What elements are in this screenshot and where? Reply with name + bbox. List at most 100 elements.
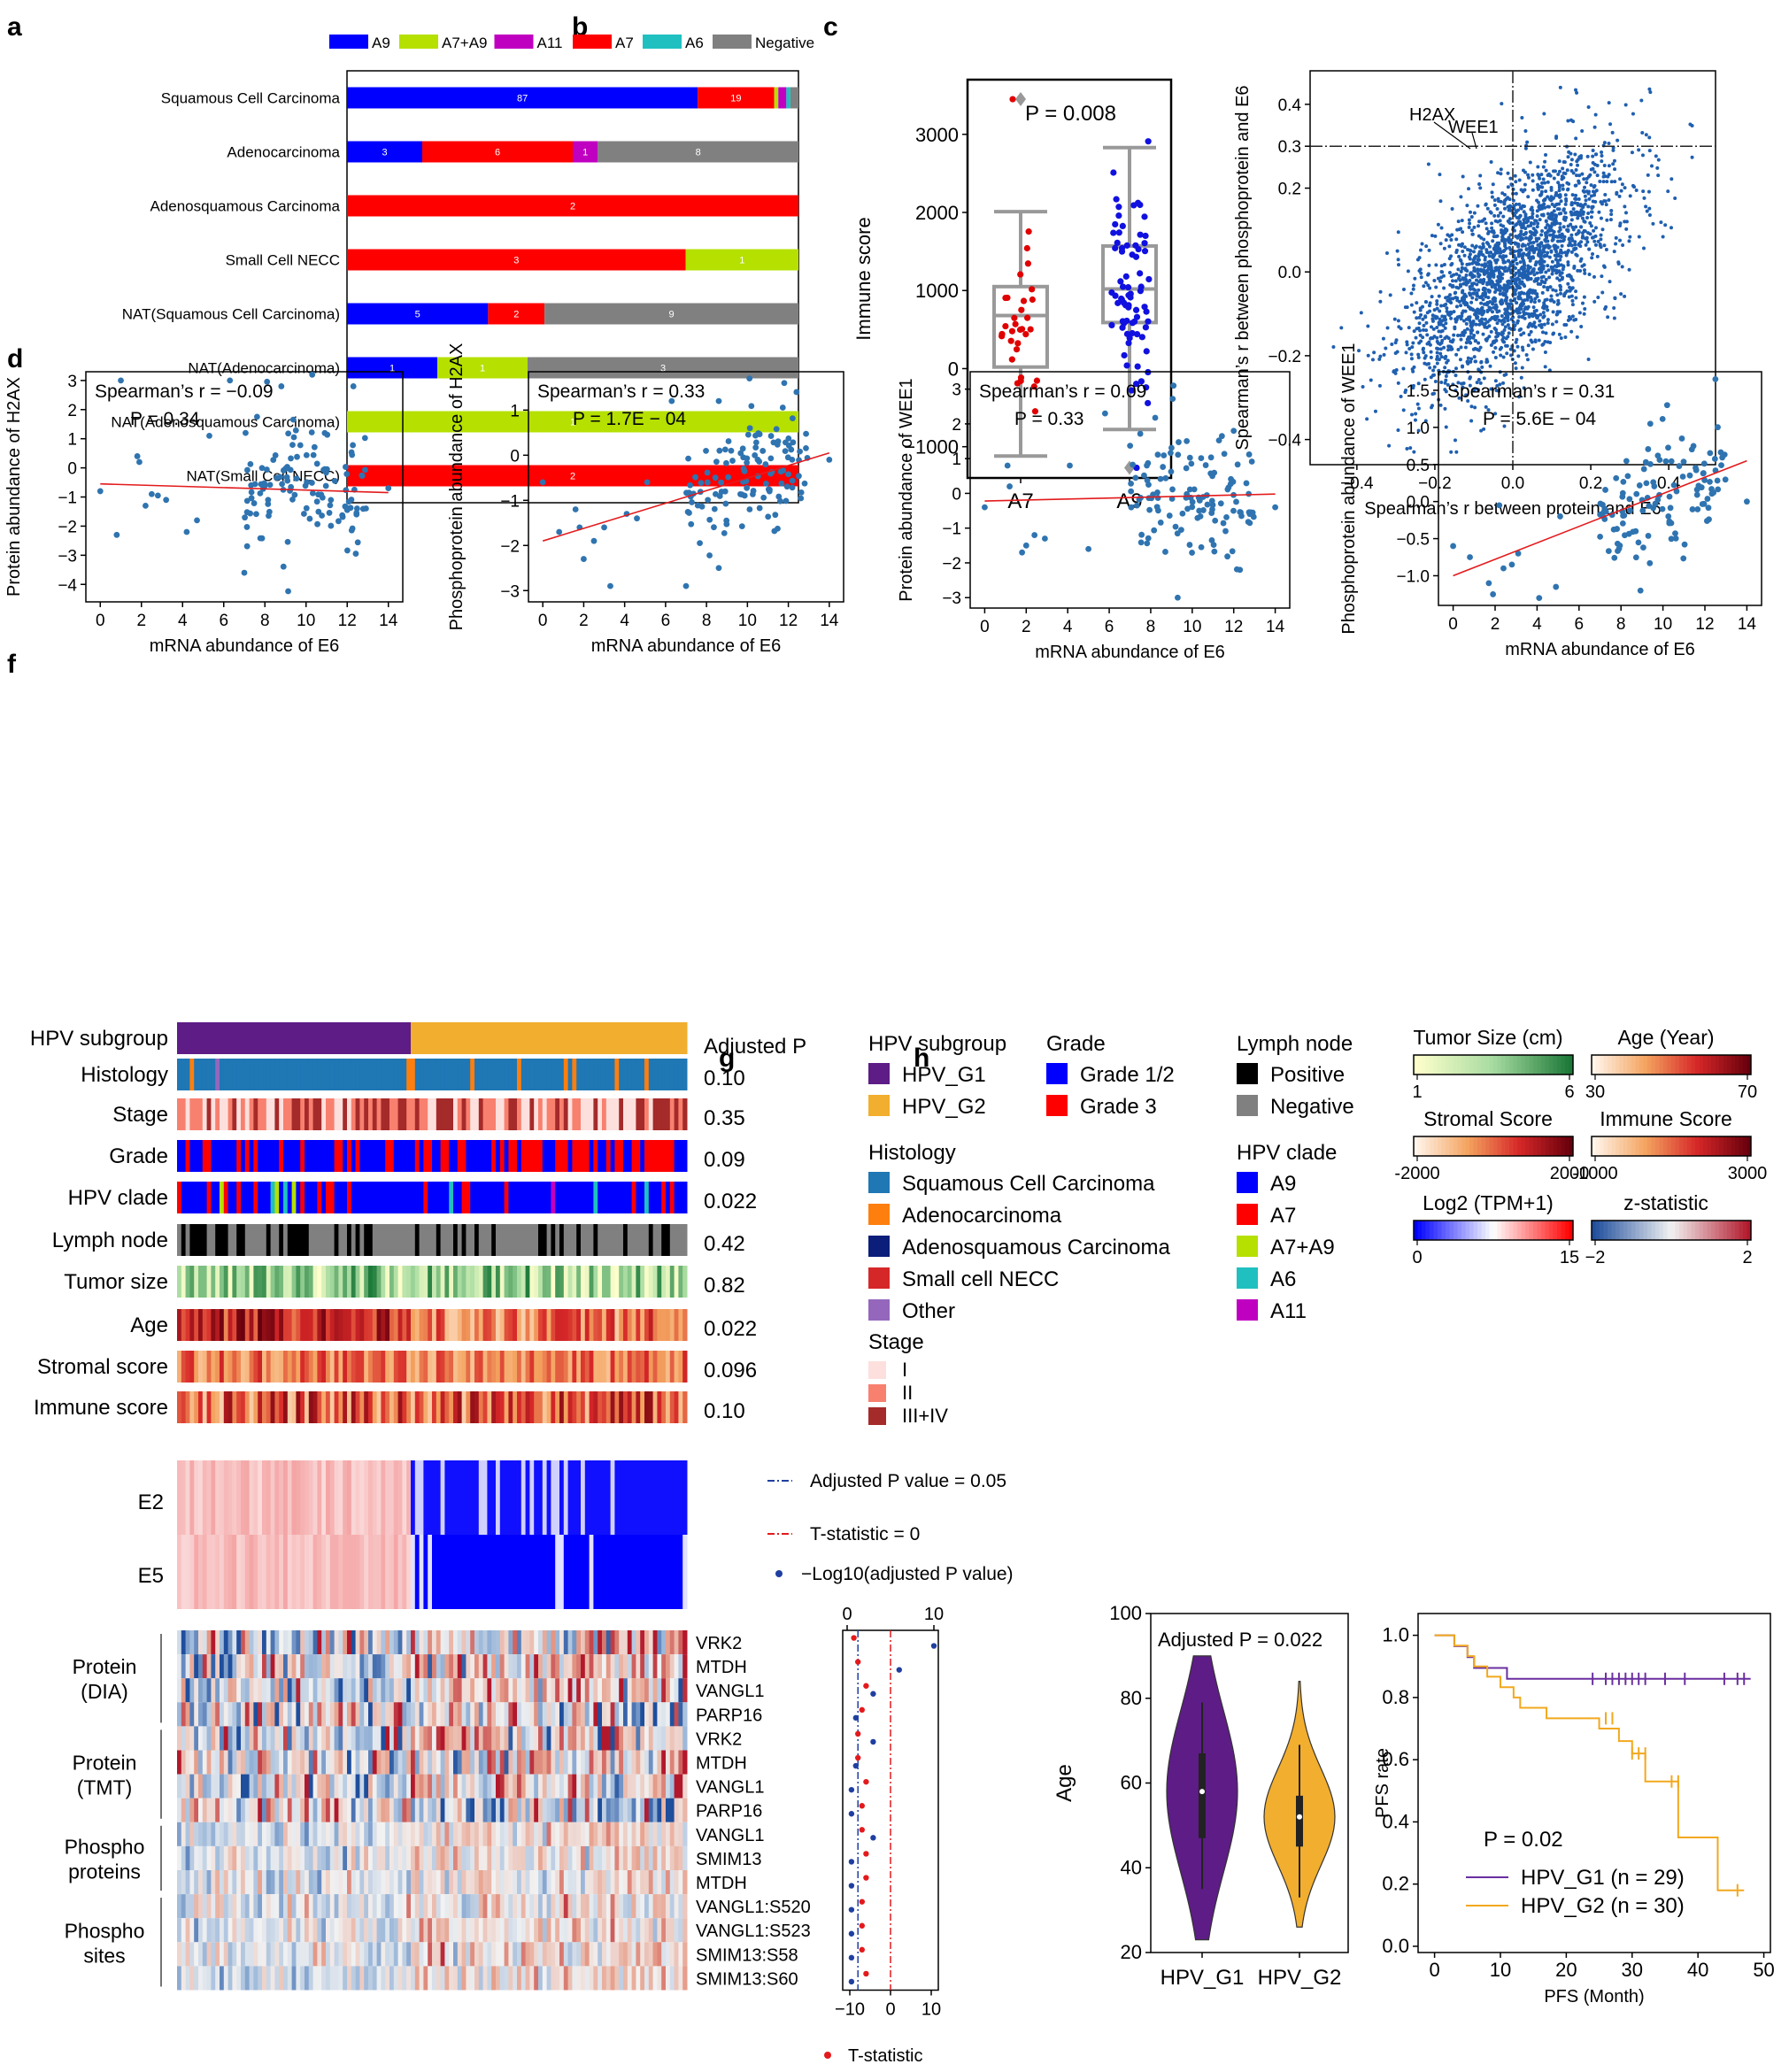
protein-cell [287,1678,293,1703]
data-point [1460,242,1464,246]
data-point [1614,235,1618,240]
data-point [1500,235,1505,240]
stage-cell [414,1098,420,1130]
data-point [572,506,579,512]
protein-cell [262,1678,267,1703]
e5-cell [666,1535,671,1609]
histology-cell [236,1059,242,1090]
protein-cell [253,1702,258,1727]
bar-value-label: 8 [696,148,701,158]
e2-cell [631,1460,636,1535]
data-point [1567,314,1571,319]
data-point [1608,122,1613,127]
data-point [1369,378,1373,382]
data-point [1566,281,1570,286]
data-point [1557,189,1562,193]
data-point [1558,285,1562,289]
clade-cell [189,1182,195,1213]
data-point [1454,272,1459,276]
age-cell [589,1309,594,1341]
protein-cell [338,1678,343,1703]
stromal-cell [508,1351,513,1383]
histology-cell [305,1059,310,1090]
bar-value-label: 6 [495,148,500,158]
protein-cell [351,1654,357,1679]
data-point [1468,335,1472,339]
panel-d1-xtick-label: 4 [178,612,188,630]
protein-cell [610,1654,615,1679]
data-point [1141,240,1148,247]
histology-cell [334,1059,339,1090]
data-point [1494,307,1499,312]
data-point [1643,480,1650,487]
stage-cell [648,1098,654,1130]
data-point [285,588,291,595]
expr-label-e2: E2 [138,1490,164,1514]
data-point [1469,320,1473,325]
e5-cell [181,1535,187,1609]
hpv-subgroup-cell [648,1022,654,1054]
age-cell [419,1309,424,1341]
protein-cell [194,1630,199,1655]
data-point [1542,250,1546,254]
data-point [1477,224,1481,228]
age-cell [648,1309,654,1341]
data-point [1623,220,1627,224]
protein-cell [232,1678,237,1703]
data-point [1404,350,1408,355]
hpv-subgroup-cell [517,1022,522,1054]
data-point [1477,234,1481,238]
protein-cell [661,1678,667,1703]
data-point [1516,254,1521,258]
protein-cell [220,1678,225,1703]
grade-cell [636,1140,641,1172]
protein-cell [291,1654,297,1679]
data-point [1588,221,1592,226]
data-point [1567,243,1571,248]
data-point [775,438,782,445]
lymph-cell [589,1224,594,1256]
clade-cell [466,1182,471,1213]
hpv-subgroup-cell [581,1022,586,1054]
data-point [1600,274,1604,279]
data-point [1523,306,1527,311]
data-point [1024,260,1032,267]
bar-segment-A7 [698,87,775,109]
protein-cell [474,1654,480,1679]
clade-cell [385,1182,390,1213]
e2-cell [581,1460,586,1535]
age-cell [181,1309,187,1341]
protein-cell [270,1654,275,1679]
hpv-subgroup-cell [423,1022,428,1054]
clade-cell [521,1182,527,1213]
histology-cell [220,1059,225,1090]
protein-cell [283,1678,289,1703]
data-point [1484,360,1489,365]
histology-cell [227,1059,233,1090]
grade-cell [614,1140,620,1172]
data-point [314,520,320,528]
data-point [1542,284,1546,289]
data-point [723,459,729,466]
hpv-subgroup-cell [402,1022,407,1054]
age-cell [338,1309,343,1341]
data-point [1525,273,1530,277]
immune-cell [521,1391,527,1423]
data-point [1444,318,1448,322]
data-point [1552,176,1556,181]
data-point [1659,415,1666,422]
hpv-subgroup-cell [491,1022,497,1054]
data-point [1577,230,1581,235]
hpv-subgroup-cell [343,1022,348,1054]
protein-cell [402,1654,407,1679]
data-point [1565,168,1569,173]
data-point [1611,554,1618,561]
immune-cell [177,1391,182,1423]
data-point [1519,222,1523,227]
data-point [1544,239,1548,243]
data-point [1663,402,1670,409]
data-point [1485,206,1490,211]
tumor-size-cell [529,1266,535,1298]
stage-cell [241,1098,246,1130]
data-point [1461,174,1465,179]
